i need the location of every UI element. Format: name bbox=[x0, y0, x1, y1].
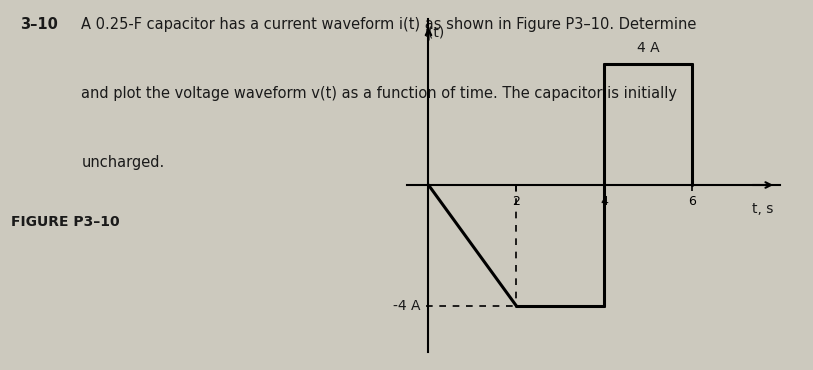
Text: t, s: t, s bbox=[752, 202, 773, 216]
Text: uncharged.: uncharged. bbox=[81, 155, 164, 169]
Text: 4 A: 4 A bbox=[637, 41, 660, 55]
Text: A 0.25-F capacitor has a current waveform i(t) as shown in Figure P3–10. Determi: A 0.25-F capacitor has a current wavefor… bbox=[81, 17, 697, 32]
Text: -4 A: -4 A bbox=[393, 299, 420, 313]
Text: i(t): i(t) bbox=[425, 26, 446, 40]
Text: 3–10: 3–10 bbox=[20, 17, 59, 32]
Text: and plot the voltage waveform v(t) as a function of time. The capacitor is initi: and plot the voltage waveform v(t) as a … bbox=[81, 86, 677, 101]
Text: FIGURE P3–10: FIGURE P3–10 bbox=[11, 215, 120, 229]
